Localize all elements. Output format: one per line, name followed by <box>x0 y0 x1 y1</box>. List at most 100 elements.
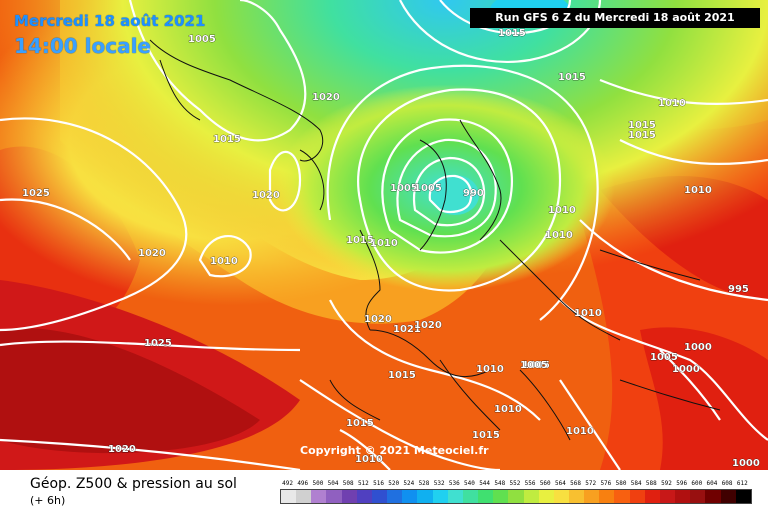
scale-label: 588 <box>645 480 657 487</box>
scale-label: 516 <box>373 480 384 487</box>
isobar-label: 1015 <box>472 430 500 441</box>
map-canvas: 1005 1015 1020 1015 1025 1020 1010 1020 … <box>0 0 768 470</box>
isobar-label: 1015 <box>558 72 586 83</box>
scale-swatch <box>584 490 600 503</box>
color-scale: 492 496 500 504 508 512 516 520 524 528 532 536 540 5… <box>280 480 752 504</box>
isobar-label: 1010 <box>476 364 504 375</box>
legend-footer: Géop. Z500 & pression au sol (+ 6h) 492 4… <box>0 470 768 512</box>
scale-bar <box>280 489 752 504</box>
scale-label: 596 <box>676 480 688 487</box>
isobar-label: 1000 <box>732 458 760 469</box>
scale-swatch <box>644 490 660 503</box>
scale-swatch <box>281 490 297 503</box>
scale-swatch <box>508 490 524 503</box>
isobar-labels: 1005 1015 1020 1015 1025 1020 1010 1020 … <box>22 28 760 470</box>
scale-label: 592 <box>661 480 672 487</box>
legend-title: Géop. Z500 & pression au sol <box>30 476 237 492</box>
isobar-label: 1010 <box>494 404 522 415</box>
isobar-label: 1015 <box>213 134 241 145</box>
scale-label: 544 <box>479 480 491 487</box>
scale-swatch <box>523 490 539 503</box>
scale-swatch <box>311 490 327 503</box>
scale-label: 580 <box>615 480 627 487</box>
scale-swatch <box>568 490 585 503</box>
isobar-label: 1000 <box>684 342 712 353</box>
isobar-label: 1010 <box>370 238 398 249</box>
scale-label: 532 <box>433 480 445 487</box>
isobar-label: 1015 <box>346 418 374 429</box>
isobar-label: 1021 <box>393 324 421 335</box>
scale-labels: 492 496 500 504 508 512 516 520 524 528 532 536 540 5… <box>280 480 750 487</box>
scale-label: 504 <box>327 480 339 487</box>
isobar-label: 990 <box>463 188 484 199</box>
isobar-label: 1015 <box>498 28 526 39</box>
scale-label: 492 <box>282 480 293 487</box>
isobar-label: 1015 <box>628 120 656 131</box>
scale-label: 612 <box>736 480 748 487</box>
isobar-label: 1020 <box>364 314 392 325</box>
scale-swatch <box>553 490 569 503</box>
isobar-label: 995 <box>728 284 749 295</box>
legend-subtitle: (+ 6h) <box>30 494 66 507</box>
scale-swatch <box>447 490 463 503</box>
scale-swatch <box>629 490 645 503</box>
scale-label: 548 <box>494 480 506 487</box>
isobar-label: 1020 <box>312 92 340 103</box>
scale-swatch <box>735 490 751 503</box>
scale-label: 584 <box>630 480 642 487</box>
isobar-label: 1000 <box>672 364 700 375</box>
forecast-date: Mercredi 18 août 2021 <box>14 12 206 30</box>
isobar-label: 1015 <box>628 130 656 141</box>
isobar-label: 1010 <box>210 256 238 267</box>
scale-label: 572 <box>585 480 597 487</box>
scale-swatch <box>690 490 706 503</box>
scale-swatch <box>356 490 372 503</box>
scale-label: 556 <box>524 480 536 487</box>
isobar-label: 1005 <box>650 352 678 363</box>
isobar-label: 1020 <box>252 190 280 201</box>
scale-label: 520 <box>388 480 400 487</box>
scale-swatch <box>387 490 403 503</box>
isobar-label: 1020 <box>414 320 442 331</box>
isobar-label: 1025 <box>22 188 50 199</box>
scale-swatch <box>296 490 312 503</box>
isobar-label: 1010 <box>545 230 573 241</box>
isobar-label: 1010 <box>355 454 383 465</box>
isobar-label: 1010 <box>658 98 686 109</box>
scale-swatch <box>417 490 433 503</box>
weather-map: 1005 1015 1020 1015 1025 1020 1010 1020 … <box>0 0 768 470</box>
scale-swatch <box>326 490 342 503</box>
isobar-label: 1005 <box>414 183 442 194</box>
scale-label: 500 <box>312 480 324 487</box>
scale-label: 576 <box>600 480 612 487</box>
scale-label: 524 <box>403 480 415 487</box>
isobar-label: 1020 <box>108 444 136 455</box>
scale-swatch <box>705 490 721 503</box>
isobar-label: 1010 <box>684 185 712 196</box>
scale-swatch <box>493 490 509 503</box>
forecast-time: 14:00 locale <box>14 34 151 58</box>
scale-swatch <box>659 490 676 503</box>
scale-label: 496 <box>297 480 309 487</box>
scale-swatch <box>478 490 494 503</box>
isobars <box>0 0 768 470</box>
scandinavian-low-shading <box>0 0 768 470</box>
isobar-label: 1005 <box>390 183 418 194</box>
run-label: Run GFS 6 Z du Mercredi 18 août 2021 <box>470 8 760 28</box>
scale-swatch <box>341 490 357 503</box>
scale-swatch <box>402 490 418 503</box>
scale-swatch <box>371 490 388 503</box>
scale-label: 536 <box>448 480 460 487</box>
isobar-label: 1010 <box>574 308 602 319</box>
isobar-label: 1015 <box>388 370 416 381</box>
scale-label: 508 <box>342 480 354 487</box>
isobar-label: 1020 <box>138 248 166 259</box>
scale-swatch <box>675 490 691 503</box>
scale-label: 608 <box>721 480 733 487</box>
coastlines <box>149 39 721 441</box>
scale-swatch <box>614 490 630 503</box>
isobar-label: 1005 <box>188 34 216 45</box>
isobar-label: 1010 <box>548 205 576 216</box>
scale-swatch <box>462 490 479 503</box>
isobar-label: 1005 <box>522 360 550 371</box>
